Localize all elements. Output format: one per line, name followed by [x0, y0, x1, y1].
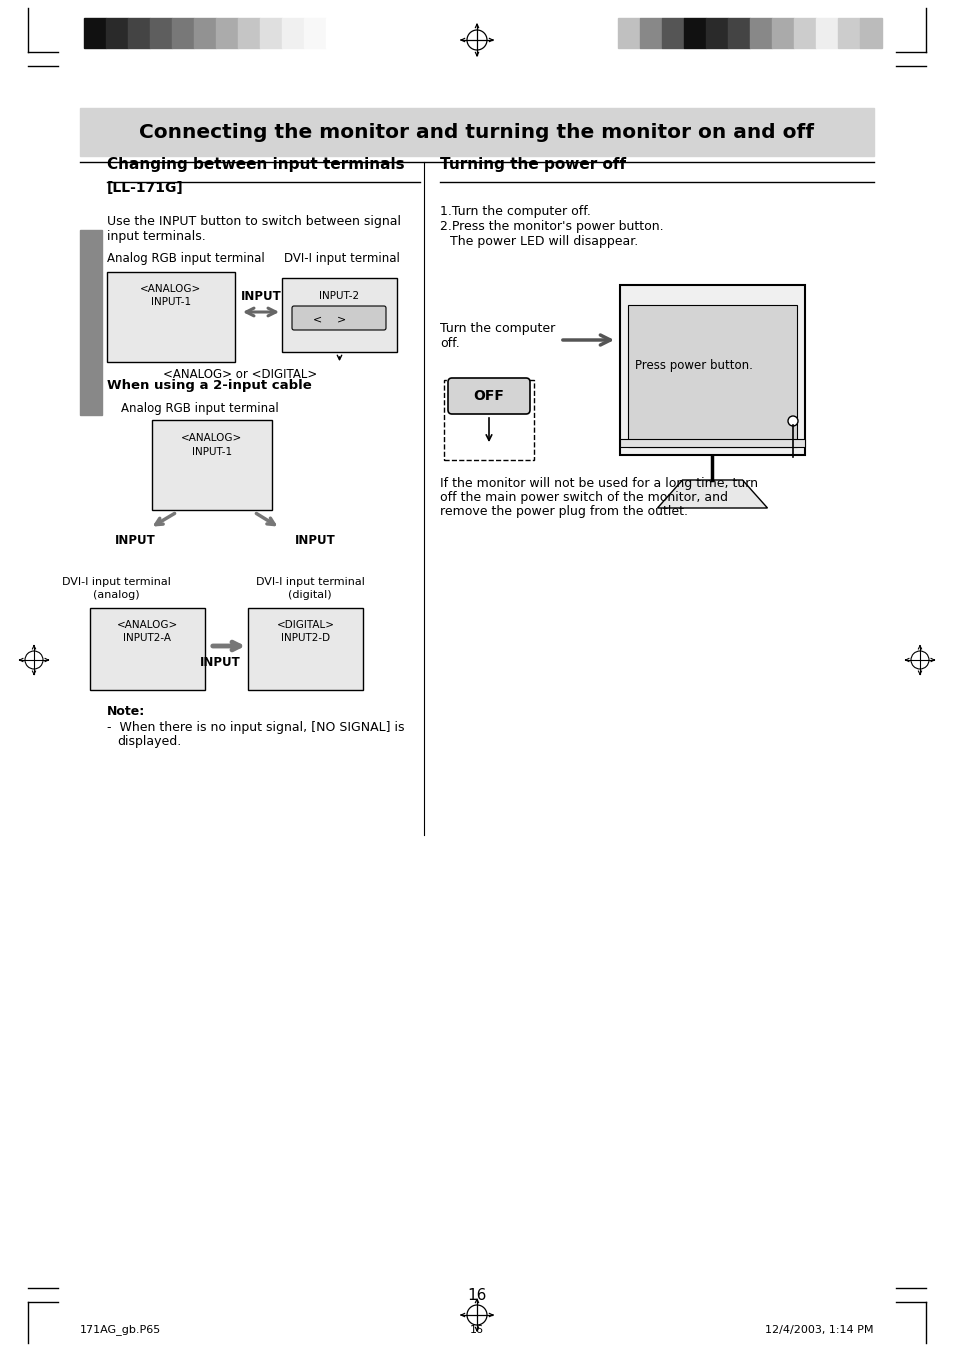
Bar [627, 305, 796, 447]
Polygon shape [657, 480, 767, 508]
Bar [619, 439, 804, 447]
Text: OFF: OFF [473, 389, 504, 403]
Bar [639, 18, 661, 49]
Text: Press power button.: Press power button. [635, 358, 752, 372]
Bar [150, 18, 172, 49]
Text: DVI-I input terminal: DVI-I input terminal [284, 253, 399, 265]
Bar [80, 230, 102, 415]
Bar [193, 18, 215, 49]
Text: INPUT: INPUT [115, 534, 155, 547]
Text: When using a 2-input cable: When using a 2-input cable [107, 380, 312, 392]
Bar [304, 18, 326, 49]
Text: -  When there is no input signal, [NO SIGNAL] is: - When there is no input signal, [NO SIG… [107, 721, 404, 734]
Text: 171AG_gb.P65: 171AG_gb.P65 [80, 1324, 161, 1335]
Text: 1.Turn the computer off.: 1.Turn the computer off. [439, 205, 590, 218]
Bar [237, 18, 260, 49]
Text: <ANALOG>: <ANALOG> [140, 284, 201, 295]
Bar [152, 420, 272, 509]
Text: INPUT: INPUT [240, 290, 281, 304]
Text: off the main power switch of the monitor, and: off the main power switch of the monitor… [439, 490, 727, 504]
Text: <DIGITAL>: <DIGITAL> [276, 620, 335, 630]
Text: INPUT2-D: INPUT2-D [280, 634, 330, 643]
FancyBboxPatch shape [292, 305, 386, 330]
Text: <ANALOG> or <DIGITAL>: <ANALOG> or <DIGITAL> [163, 367, 316, 381]
Text: INPUT-2: INPUT-2 [319, 290, 359, 301]
Bar [90, 608, 205, 690]
Bar [107, 272, 234, 362]
Text: input terminals.: input terminals. [107, 230, 206, 243]
Text: Analog RGB input terminal: Analog RGB input terminal [121, 403, 278, 415]
Text: Use the INPUT button to switch between signal: Use the INPUT button to switch between s… [107, 215, 400, 228]
Text: remove the power plug from the outlet.: remove the power plug from the outlet. [439, 505, 687, 517]
Text: (digital): (digital) [288, 590, 332, 600]
Bar [837, 18, 859, 49]
Text: (analog): (analog) [92, 590, 139, 600]
Text: INPUT: INPUT [294, 534, 335, 547]
Text: >: > [337, 313, 346, 324]
Bar [326, 18, 348, 49]
Bar [248, 608, 363, 690]
Bar [172, 18, 193, 49]
Bar [84, 18, 106, 49]
Text: 16: 16 [470, 1325, 483, 1335]
Text: DVI-I input terminal: DVI-I input terminal [255, 577, 364, 586]
Text: 16: 16 [467, 1288, 486, 1302]
Bar [793, 18, 815, 49]
Text: displayed.: displayed. [117, 735, 181, 748]
Text: The power LED will disappear.: The power LED will disappear. [450, 235, 638, 249]
Bar [215, 18, 237, 49]
Text: Turning the power off: Turning the power off [439, 157, 625, 172]
Text: [LL-171G]: [LL-171G] [107, 181, 184, 195]
Text: <: < [313, 313, 322, 324]
Text: 2.Press the monitor's power button.: 2.Press the monitor's power button. [439, 220, 663, 232]
Text: Analog RGB input terminal: Analog RGB input terminal [107, 253, 265, 265]
Circle shape [787, 416, 797, 426]
FancyBboxPatch shape [448, 378, 530, 413]
Bar [771, 18, 793, 49]
Text: INPUT-1: INPUT-1 [151, 297, 191, 307]
Bar [815, 18, 837, 49]
Bar [859, 18, 882, 49]
Text: Changing between input terminals: Changing between input terminals [107, 157, 404, 172]
Text: INPUT2-A: INPUT2-A [123, 634, 172, 643]
Bar [128, 18, 150, 49]
Bar [727, 18, 749, 49]
Bar [260, 18, 282, 49]
Bar [282, 278, 396, 353]
Text: off.: off. [439, 336, 459, 350]
Text: <ANALOG>: <ANALOG> [117, 620, 178, 630]
Text: Turn the computer: Turn the computer [439, 322, 555, 335]
Bar [282, 18, 304, 49]
Bar [683, 18, 705, 49]
Bar [749, 18, 771, 49]
Text: INPUT: INPUT [199, 657, 240, 670]
Bar [705, 18, 727, 49]
Bar [80, 108, 873, 155]
Text: 12/4/2003, 1:14 PM: 12/4/2003, 1:14 PM [764, 1325, 873, 1335]
Text: Note:: Note: [107, 705, 145, 717]
Text: If the monitor will not be used for a long time, turn: If the monitor will not be used for a lo… [439, 477, 758, 490]
Bar [106, 18, 128, 49]
Bar [618, 18, 639, 49]
Bar [443, 380, 534, 459]
Text: DVI-I input terminal: DVI-I input terminal [62, 577, 171, 586]
Text: Connecting the monitor and turning the monitor on and off: Connecting the monitor and turning the m… [139, 123, 814, 142]
Text: INPUT-1: INPUT-1 [192, 447, 232, 457]
Bar [619, 285, 804, 455]
Text: <ANALOG>: <ANALOG> [181, 434, 242, 443]
Bar [661, 18, 683, 49]
